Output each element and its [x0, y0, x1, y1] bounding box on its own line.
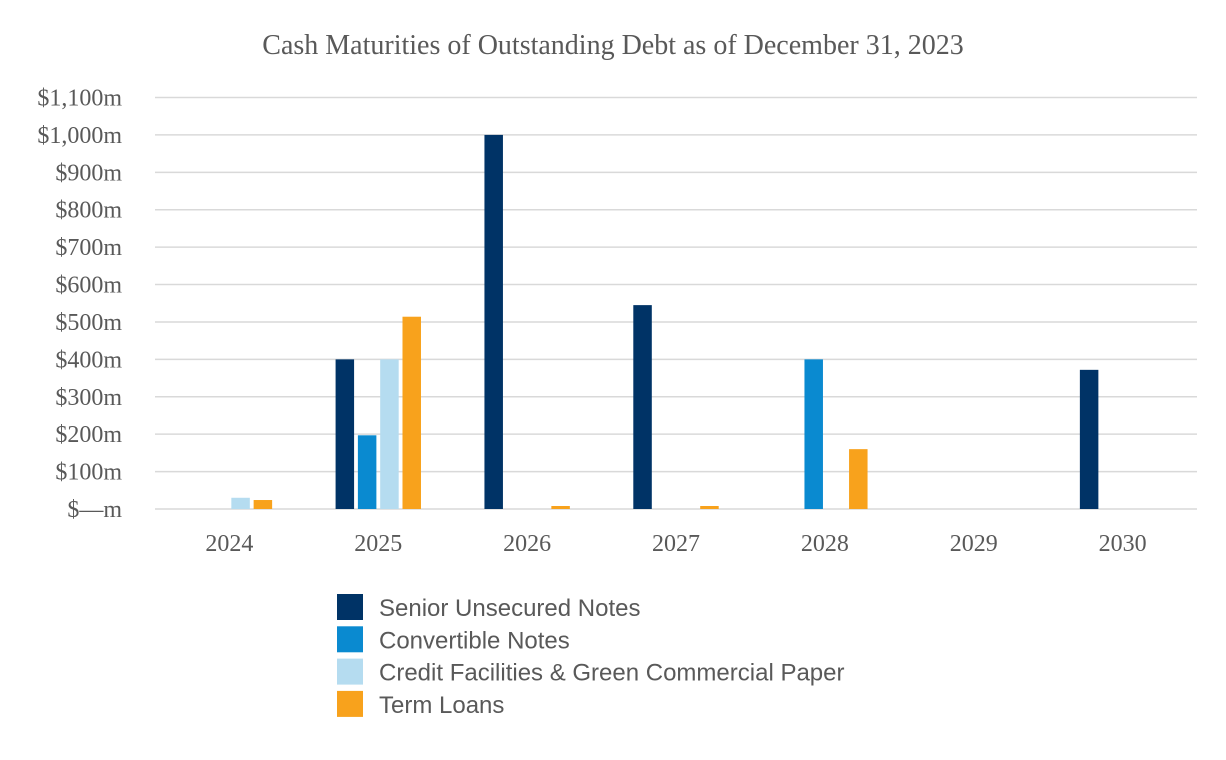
bar-convertible-notes-2028: [804, 359, 823, 509]
legend: Senior Unsecured Notes Convertible Notes C…: [337, 594, 844, 719]
x-tick-label: 2026: [503, 531, 551, 557]
y-tick-label: $400m: [55, 347, 122, 373]
bar-term-loans-2024: [253, 500, 273, 509]
legend-label: Credit Facilities & Green Commercial Pap…: [379, 660, 844, 687]
y-tick-label: $200m: [55, 422, 122, 448]
legend-label: Senior Unsecured Notes: [379, 595, 640, 622]
y-tick-label: $—m: [67, 497, 122, 523]
bar-senior-unsecured-notes-2026: [484, 134, 503, 509]
y-tick-label: $300m: [55, 385, 122, 411]
bar-convertible-notes-2025: [357, 435, 377, 509]
bar-term-loans-2028: [849, 449, 868, 509]
legend-label: Convertible Notes: [379, 627, 570, 654]
x-tick-label: 2028: [801, 531, 849, 557]
bar-senior-unsecured-notes-2027: [633, 305, 652, 509]
bar-senior-unsecured-notes-2030: [1079, 369, 1099, 509]
x-tick-label: 2029: [950, 531, 998, 557]
legend-label: Term Loans: [379, 692, 504, 719]
x-axis-ticks: 2024 2025 2026 2027 2028 2029 2030: [205, 531, 1146, 557]
y-tick-label: $1,000m: [37, 123, 122, 149]
x-tick-label: 2024: [205, 531, 253, 557]
bar-term-loans-2025: [402, 316, 421, 509]
chart-title: Cash Maturities of Outstanding Debt as o…: [262, 30, 963, 61]
y-tick-label: $100m: [55, 460, 122, 486]
y-tick-label: $700m: [55, 235, 122, 261]
y-tick-label: $600m: [55, 273, 122, 299]
legend-swatch: [337, 626, 363, 653]
y-tick-label: $900m: [55, 160, 122, 186]
bar-term-loans-2027: [700, 506, 719, 509]
y-axis-ticks: $—m $100m $200m $300m $400m $500m $600m $700m $8…: [37, 86, 122, 524]
bar-credit-facilities-green-commercial-paper-2024: [231, 497, 250, 509]
bar-term-loans-2026: [551, 506, 570, 509]
legend-swatch: [337, 690, 363, 717]
x-tick-label: 2027: [652, 531, 700, 557]
y-tick-label: $1,100m: [37, 86, 122, 112]
x-tick-label: 2025: [354, 531, 402, 557]
bar-credit-facilities-green-commercial-paper-2025: [380, 359, 399, 509]
legend-swatch: [337, 594, 363, 620]
bars: [231, 134, 1099, 509]
y-tick-label: $500m: [55, 310, 122, 336]
legend-swatch: [337, 658, 363, 685]
bar-senior-unsecured-notes-2025: [335, 359, 355, 509]
x-tick-label: 2030: [1099, 531, 1147, 557]
y-tick-label: $800m: [55, 198, 122, 224]
gridlines: [155, 96, 1197, 510]
